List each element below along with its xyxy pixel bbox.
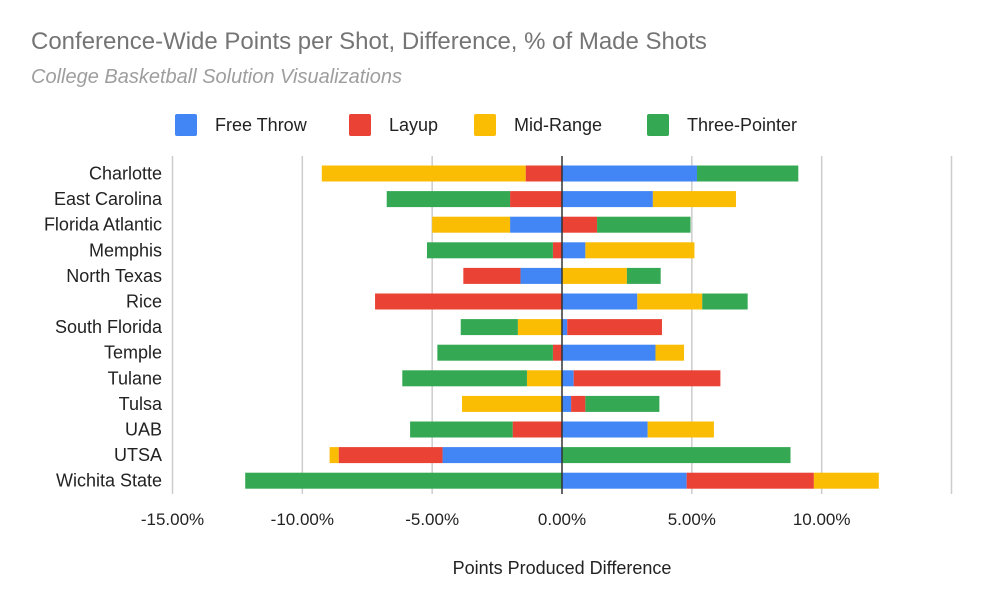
x-tick-label: -5.00%: [405, 510, 459, 529]
bar-segment: [562, 370, 574, 387]
category-label: South Florida: [55, 317, 163, 337]
bar-segment: [375, 293, 562, 310]
category-labels: Charlotte East Carolina Florida Atlantic Me…: [44, 164, 163, 491]
bar-segment: [426, 242, 553, 259]
bar-segment: [562, 421, 648, 438]
category-label: Temple: [104, 343, 162, 363]
bar-segment: [697, 165, 799, 182]
bar-segment: [462, 395, 562, 412]
bar-segment: [686, 472, 814, 489]
bar-segment: [562, 447, 791, 464]
bar-segment: [655, 344, 685, 361]
bars: [245, 165, 879, 489]
bar-segment: [702, 293, 748, 310]
x-tick-label: 0.00%: [538, 510, 586, 529]
bar-segment: [442, 447, 562, 464]
legend: Free Throw Layup Mid-Range Three-Pointer: [175, 114, 797, 136]
bar-segment: [520, 267, 562, 284]
category-label: Rice: [126, 292, 162, 312]
bar-segment: [512, 421, 562, 438]
bar-segment: [410, 421, 513, 438]
bar-segment: [585, 242, 695, 259]
category-label: Florida Atlantic: [44, 215, 162, 235]
category-label: UAB: [125, 420, 162, 440]
bar-segment: [567, 319, 662, 336]
x-tick-label: 10.00%: [793, 510, 851, 529]
category-label: Tulsa: [119, 394, 163, 414]
bar-segment: [562, 344, 656, 361]
bar-segment: [813, 472, 879, 489]
bar-segment: [329, 447, 339, 464]
legend-label: Layup: [389, 115, 438, 135]
x-tick-label: 5.00%: [668, 510, 716, 529]
bar-segment: [432, 216, 511, 233]
bar-segment: [463, 267, 521, 284]
category-label: Charlotte: [89, 164, 162, 184]
bar-segment: [510, 191, 562, 208]
bar-segment: [573, 370, 721, 387]
bar-segment: [652, 191, 736, 208]
chart-title: Conference-Wide Points per Shot, Differe…: [31, 28, 707, 55]
legend-label: Mid-Range: [514, 115, 602, 135]
bar-segment: [526, 370, 562, 387]
legend-swatch: [474, 114, 496, 136]
chart-subtitle: College Basketball Solution Visualizatio…: [31, 66, 402, 88]
bar-segment: [562, 472, 687, 489]
bar-segment: [562, 165, 698, 182]
bar-segment: [562, 216, 598, 233]
bar-segment: [562, 242, 586, 259]
bar-segment: [552, 242, 562, 259]
bar-segment: [571, 395, 586, 412]
bar-segment: [386, 191, 511, 208]
bar-segment: [585, 395, 660, 412]
legend-swatch: [349, 114, 371, 136]
category-label: North Texas: [66, 266, 162, 286]
bar-segment: [562, 395, 572, 412]
x-tick-label: -10.00%: [271, 510, 334, 529]
legend-swatch: [175, 114, 197, 136]
bar-segment: [626, 267, 661, 284]
bar-segment: [562, 293, 638, 310]
category-label: UTSA: [114, 445, 162, 465]
category-label: Memphis: [89, 240, 162, 260]
bar-segment: [562, 267, 627, 284]
bar-segment: [517, 319, 562, 336]
bar-segment: [562, 191, 653, 208]
bar-segment: [338, 447, 443, 464]
legend-label: Three-Pointer: [687, 115, 797, 135]
x-tick-label: -15.00%: [141, 510, 204, 529]
bar-segment: [562, 319, 568, 336]
category-label: East Carolina: [54, 189, 163, 209]
bar-segment: [637, 293, 703, 310]
bar-segment: [510, 216, 562, 233]
gridlines: [171, 156, 953, 494]
legend-swatch: [647, 114, 669, 136]
bar-segment: [245, 472, 562, 489]
bar-segment: [647, 421, 714, 438]
x-axis-title: Points Produced Difference: [453, 558, 672, 578]
category-label: Wichita State: [56, 471, 162, 491]
bar-segment: [597, 216, 691, 233]
bar-segment: [552, 344, 562, 361]
category-label: Tulane: [108, 368, 162, 388]
bar-segment: [437, 344, 553, 361]
tick-labels: -15.00% -10.00% -5.00% 0.00% 5.00% 10.00%: [141, 510, 851, 529]
bar-segment: [402, 370, 527, 387]
bar-segment: [525, 165, 562, 182]
legend-label: Free Throw: [215, 115, 308, 135]
bar-segment: [460, 319, 518, 336]
bar-segment: [321, 165, 526, 182]
